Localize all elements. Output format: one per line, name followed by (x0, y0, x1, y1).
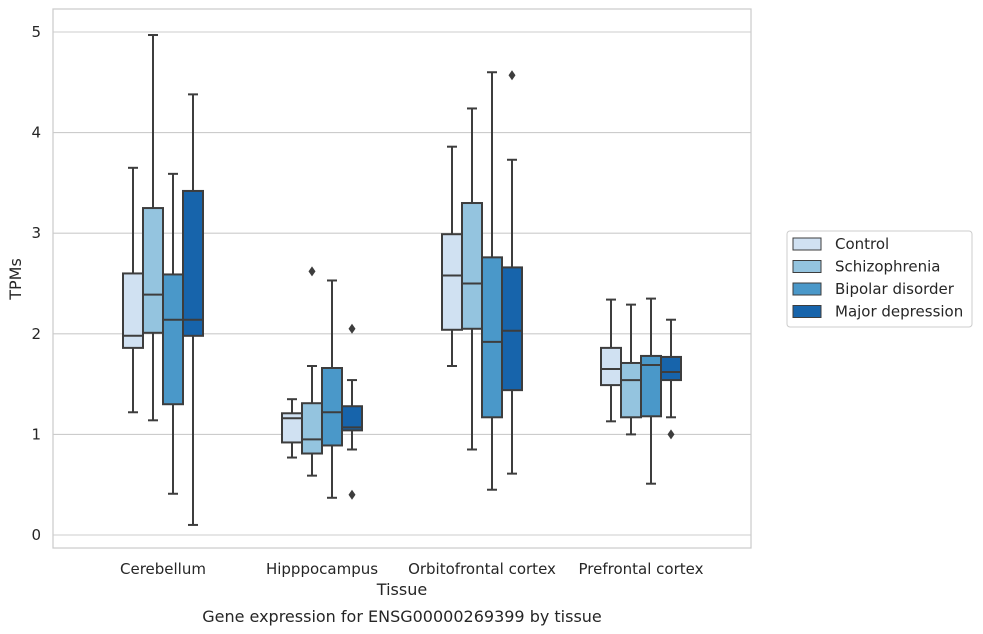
legend-frame (786, 230, 973, 328)
box-3-0 (600, 298, 622, 423)
x-tick-label: Hipppocampus (266, 560, 378, 578)
outlier-point (348, 489, 356, 500)
legend-swatch (792, 305, 822, 318)
legend-label: Major depression (835, 303, 963, 321)
box-3-1 (620, 303, 642, 436)
box-body (600, 346, 622, 387)
outlier-point (348, 323, 356, 334)
y-tick-label: 2 (31, 325, 41, 343)
box-body (321, 367, 343, 447)
box-0-0 (122, 166, 144, 414)
box-body (142, 207, 164, 334)
x-axis-label: Tissue (376, 580, 427, 599)
plot-frame (52, 8, 752, 549)
legend: Control Schizophrenia Bipolar disorder Majo… (786, 230, 973, 328)
outlier-point (308, 266, 316, 277)
x-tick-label: Cerebellum (120, 560, 206, 578)
y-tick-label: 3 (31, 224, 41, 242)
box-1-0 (281, 398, 303, 459)
legend-swatch (792, 237, 822, 251)
legend-swatch (792, 260, 822, 273)
outlier-point (508, 70, 516, 81)
y-tick-label: 4 (31, 124, 41, 142)
box-body (660, 355, 682, 382)
box-1-2 (321, 279, 343, 499)
legend-items: Control Schizophrenia Bipolar disorder Majo… (792, 235, 963, 321)
box-1-1 (301, 266, 323, 477)
outlier-point (667, 429, 675, 440)
box-2-1 (461, 107, 483, 451)
box-body (461, 202, 483, 330)
box-body (182, 189, 204, 337)
box-body (341, 405, 363, 432)
box-2-3 (501, 70, 523, 475)
x-tick-labels: Cerebellum Hipppocampus Orbitofrontal cort… (120, 560, 704, 578)
legend-label: Control (835, 235, 889, 253)
box-0-2 (162, 172, 184, 495)
box-1-3 (341, 323, 363, 500)
y-tick-label: 1 (31, 425, 41, 443)
box-layer (122, 34, 682, 526)
box-0-1 (142, 34, 164, 422)
legend-label: Schizophrenia (835, 258, 940, 276)
box-body (620, 361, 642, 419)
box-3-2 (640, 297, 662, 485)
legend-label: Bipolar disorder (835, 280, 955, 298)
x-tick-label: Prefrontal cortex (579, 560, 704, 578)
y-tick-label: 5 (31, 23, 41, 41)
box-body (441, 233, 463, 331)
x-tick-label: Orbitofrontal cortex (408, 560, 556, 578)
box-0-3 (182, 93, 204, 526)
chart-caption: Gene expression for ENSG00000269399 by t… (202, 607, 602, 626)
box-2-2 (481, 71, 503, 491)
box-body (162, 273, 184, 406)
box-body (501, 266, 523, 392)
box-body (640, 354, 662, 418)
box-3-3 (660, 318, 682, 440)
legend-swatch (792, 282, 822, 296)
y-tick-labels: 0 1 2 3 4 5 (31, 23, 41, 544)
box-2-0 (441, 145, 463, 367)
y-axis-label: TPMs (6, 258, 25, 301)
box-body (481, 256, 503, 419)
box-body (301, 402, 323, 455)
y-tick-label: 0 (31, 526, 41, 544)
